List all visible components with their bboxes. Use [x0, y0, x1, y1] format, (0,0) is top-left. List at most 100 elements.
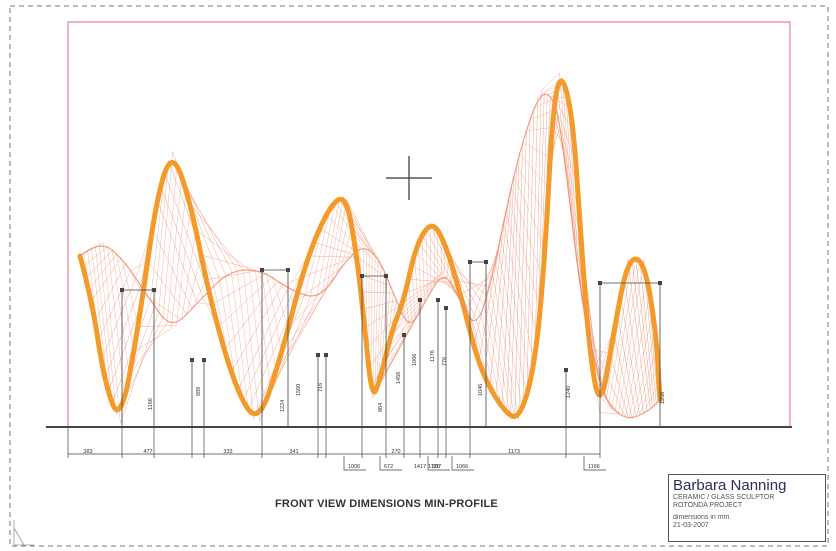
mesh-strand: [530, 110, 554, 120]
mesh-strand: [500, 236, 532, 380]
mesh-strand: [326, 196, 344, 291]
vertical-dimension-label: 864: [378, 403, 384, 412]
mesh-strand: [275, 290, 327, 372]
mesh-strand: [387, 297, 428, 350]
mesh-strand: [211, 273, 267, 305]
dimension-tick: [436, 298, 440, 302]
mesh-strand: [429, 222, 432, 292]
mesh-strand: [360, 291, 394, 294]
mesh-strand: [88, 253, 117, 290]
mesh-strand: [158, 151, 173, 312]
mesh-strand: [294, 267, 342, 303]
mesh-strand: [469, 249, 499, 329]
mesh-strand: [411, 265, 416, 320]
mesh-strand: [378, 270, 385, 383]
mesh-strand: [514, 142, 523, 418]
mesh-strand: [94, 262, 127, 321]
horizontal-dimension-label: 1176: [428, 464, 440, 470]
dimension-tick: [202, 358, 206, 362]
leader-line: [583, 456, 606, 471]
mesh-strand: [270, 297, 322, 389]
dimension-tick: [190, 358, 194, 362]
mesh-strand: [335, 213, 350, 276]
mesh-strand: [405, 276, 448, 294]
horizontal-dimension-label: 333: [223, 449, 232, 455]
mesh-strand: [417, 241, 422, 309]
mesh-strand: [82, 246, 108, 268]
mesh-strand: [319, 227, 357, 252]
mesh-strand: [513, 175, 546, 249]
dimension-tick: [418, 298, 422, 302]
sculpture-back-edge: [79, 93, 661, 419]
mesh-strand: [486, 295, 511, 416]
mesh-strand: [606, 374, 626, 418]
mesh-strand: [242, 291, 294, 401]
dimension-tick: [316, 353, 320, 357]
mesh-strand: [310, 204, 332, 297]
mesh-strand: [631, 258, 651, 410]
mesh-strand: [534, 90, 542, 365]
mesh-strand: [408, 278, 451, 283]
mesh-strand: [230, 284, 283, 373]
vertical-dimension-label: 776: [442, 357, 448, 366]
mesh-strand: [489, 286, 515, 418]
mesh-strand: [237, 288, 289, 393]
mesh-strand: [497, 249, 527, 395]
mesh-strand: [477, 324, 497, 398]
mesh-strand: [628, 311, 654, 420]
mesh-strand: [614, 259, 641, 412]
mesh-strand: [537, 85, 558, 98]
mesh-strand: [236, 269, 255, 419]
mesh-strand: [205, 269, 262, 281]
mesh-strand: [339, 199, 370, 250]
dimension-tick: [564, 368, 568, 372]
mesh-strand: [313, 241, 353, 255]
mesh-strand: [376, 263, 382, 388]
mesh-strand: [522, 119, 531, 410]
mesh-strand: [632, 329, 657, 419]
leader-label: 672: [384, 464, 393, 470]
vertical-dimension-label: 1066: [412, 354, 418, 366]
mesh-strand: [530, 96, 538, 380]
title-block-line-1: CERAMIC / GLASS SCULPTOR: [673, 494, 775, 501]
mesh-strand: [384, 302, 425, 362]
mesh-strand: [505, 209, 539, 339]
mesh-strand: [116, 253, 135, 352]
mesh-strand: [411, 265, 454, 289]
horizontal-dimension-label: 1173: [508, 449, 520, 455]
mesh-strand: [277, 280, 296, 303]
mesh-strand: [591, 349, 611, 354]
mesh-strand: [271, 277, 289, 329]
mesh-strand: [483, 209, 507, 377]
mesh-strand: [508, 198, 541, 309]
mesh-strand: [618, 259, 645, 414]
mesh-strand: [281, 282, 332, 354]
mesh-strand: [501, 176, 515, 409]
mesh-strand: [147, 261, 187, 315]
vertical-dimensions: 1166 889 1224 716 864 1456 1066 1176 1046 1240 125…: [120, 260, 666, 427]
vertical-dimension-label: 716: [318, 383, 324, 392]
mesh-strand: [98, 240, 117, 415]
mesh-strand: [425, 229, 428, 298]
mesh-strand: [224, 280, 278, 350]
mesh-strand: [160, 185, 204, 298]
mesh-strand: [374, 258, 379, 393]
mesh-strand: [635, 258, 653, 408]
title-block-name: Barbara Nanning: [673, 477, 787, 494]
mesh-strand: [620, 295, 641, 416]
mesh-strand: [255, 269, 271, 389]
mesh-strand: [611, 258, 636, 410]
mesh-strand: [85, 250, 113, 279]
mesh-strand: [378, 314, 419, 383]
mesh-strand: [217, 276, 273, 328]
mesh-strand: [230, 269, 249, 410]
mesh-strand: [191, 279, 207, 309]
mesh-strand: [133, 328, 172, 352]
mesh-strand: [495, 262, 523, 410]
mesh-strand: [635, 347, 658, 418]
horizontal-dimension-label: 1417: [414, 464, 426, 470]
mesh-strand: [613, 332, 633, 419]
leader-line: [451, 456, 474, 471]
mesh-strand: [200, 254, 256, 271]
mesh-strand: [623, 277, 644, 414]
